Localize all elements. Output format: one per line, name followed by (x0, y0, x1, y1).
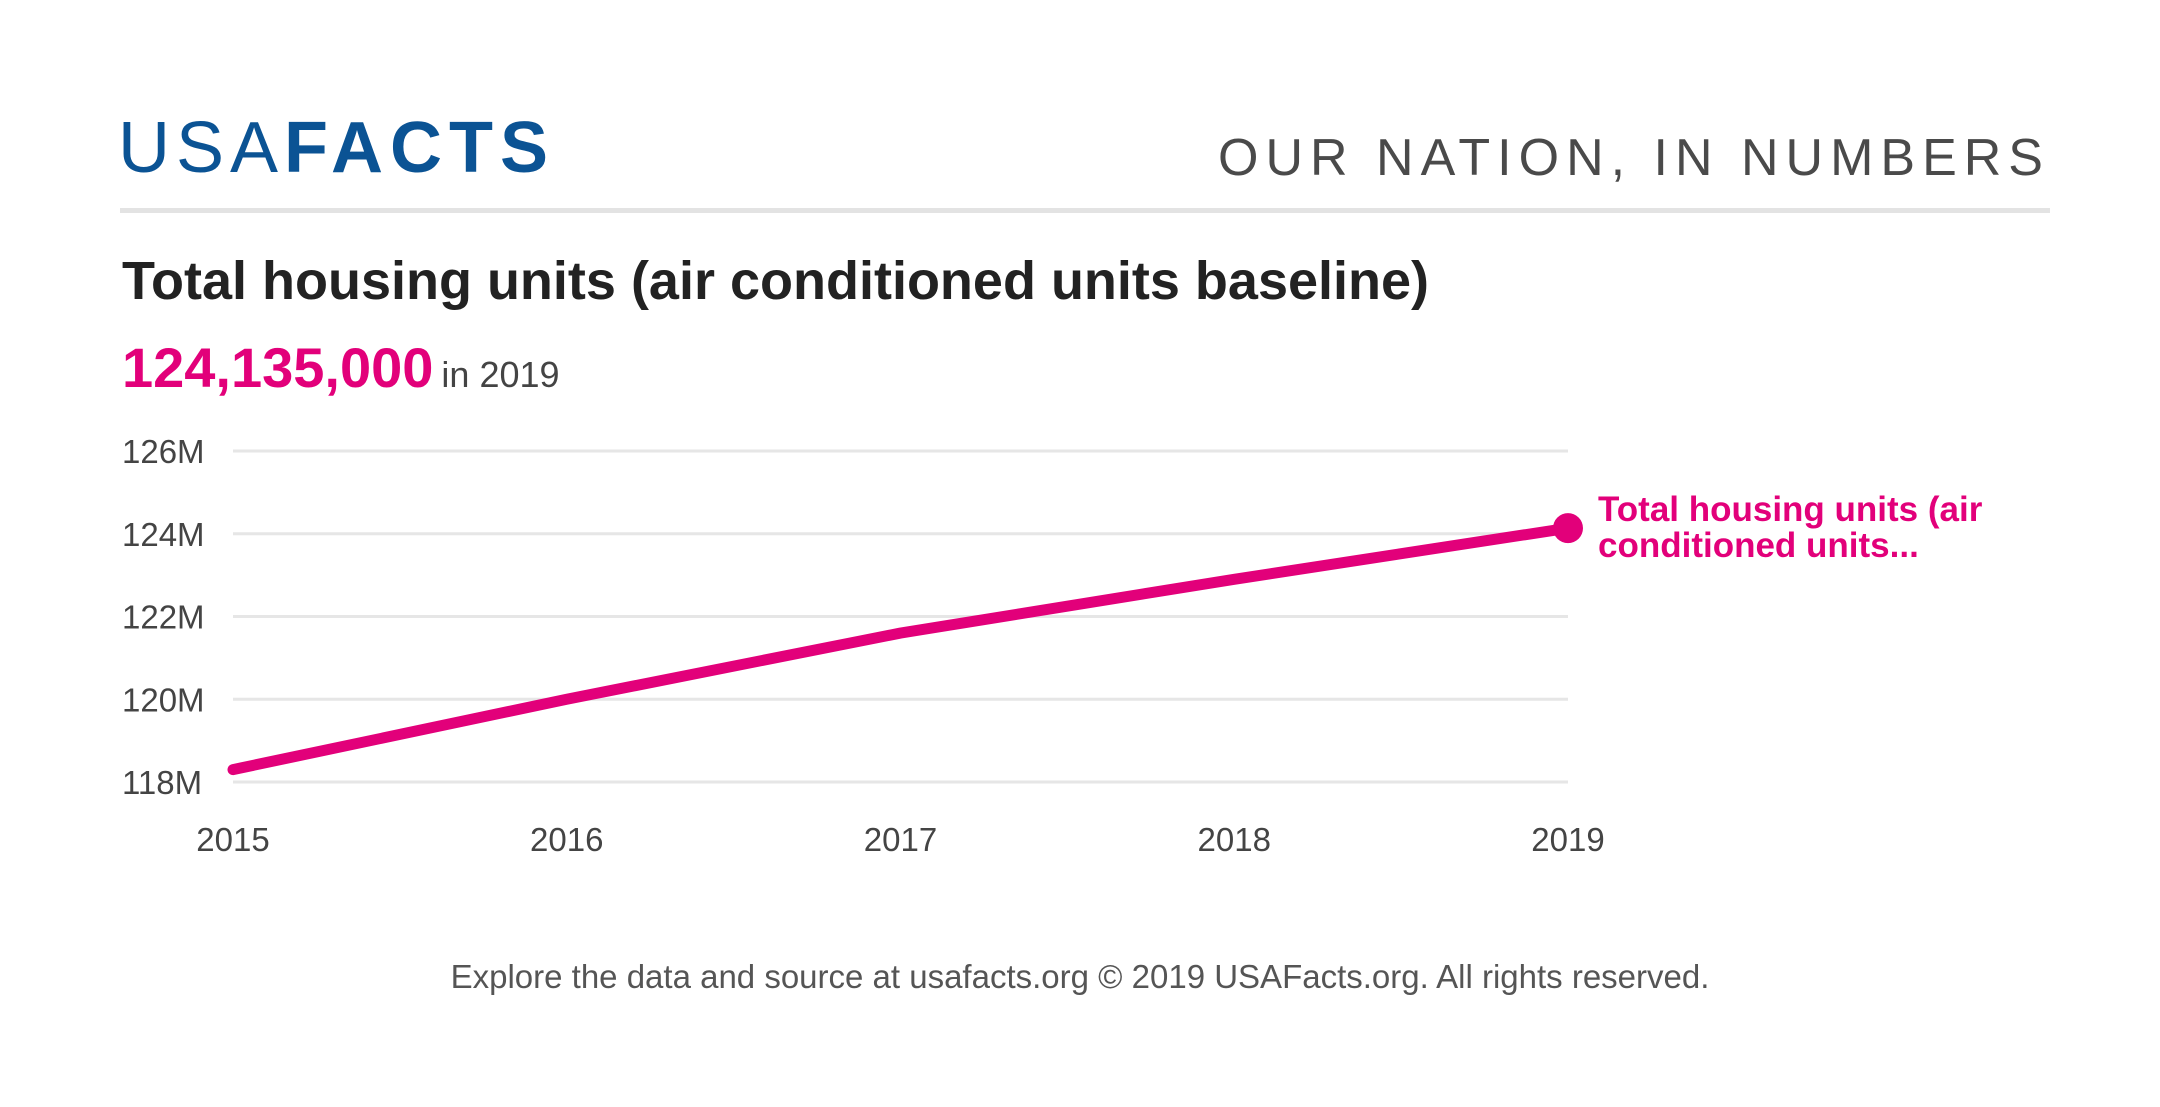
y-tick-label: 122M (122, 599, 205, 636)
x-tick-label: 2016 (530, 821, 603, 858)
y-tick-label: 126M (122, 433, 205, 470)
x-tick-label: 2019 (1531, 821, 1604, 858)
x-tick-label: 2017 (864, 821, 937, 858)
header-divider (120, 208, 2050, 213)
chart-title: Total housing units (air conditioned uni… (122, 251, 1430, 311)
data-point (1553, 513, 1583, 544)
series-line (227, 522, 1574, 776)
latest-value: 124,135,000 (122, 336, 434, 399)
headline-value: 124,135,000 in 2019 (122, 335, 560, 400)
tagline: OUR NATION, IN NUMBERS (1218, 129, 2050, 187)
series-label: Total housing units (air conditioned unit… (1598, 490, 1983, 565)
usafacts-logo: USAFACTS (118, 112, 555, 184)
footer-credit: Explore the data and source at usafacts.… (450, 958, 1710, 995)
y-tick-label: 120M (122, 681, 205, 718)
x-tick-label: 2015 (196, 821, 269, 858)
logo-text-usa: USA (118, 108, 285, 188)
line-chart: 118M 120M 122M 124M 126M 2015 2016 2017 2018 2019… (122, 433, 1983, 858)
latest-value-suffix: in 2019 (441, 354, 560, 395)
logo-text-facts: FACTS (284, 108, 556, 188)
y-tick-label: 118M (122, 764, 202, 801)
series-label-line: Total housing units (air (1598, 490, 1983, 529)
series-label-line: conditioned units... (1598, 526, 1919, 565)
x-tick-label: 2018 (1198, 821, 1271, 858)
y-tick-label: 124M (122, 516, 205, 553)
